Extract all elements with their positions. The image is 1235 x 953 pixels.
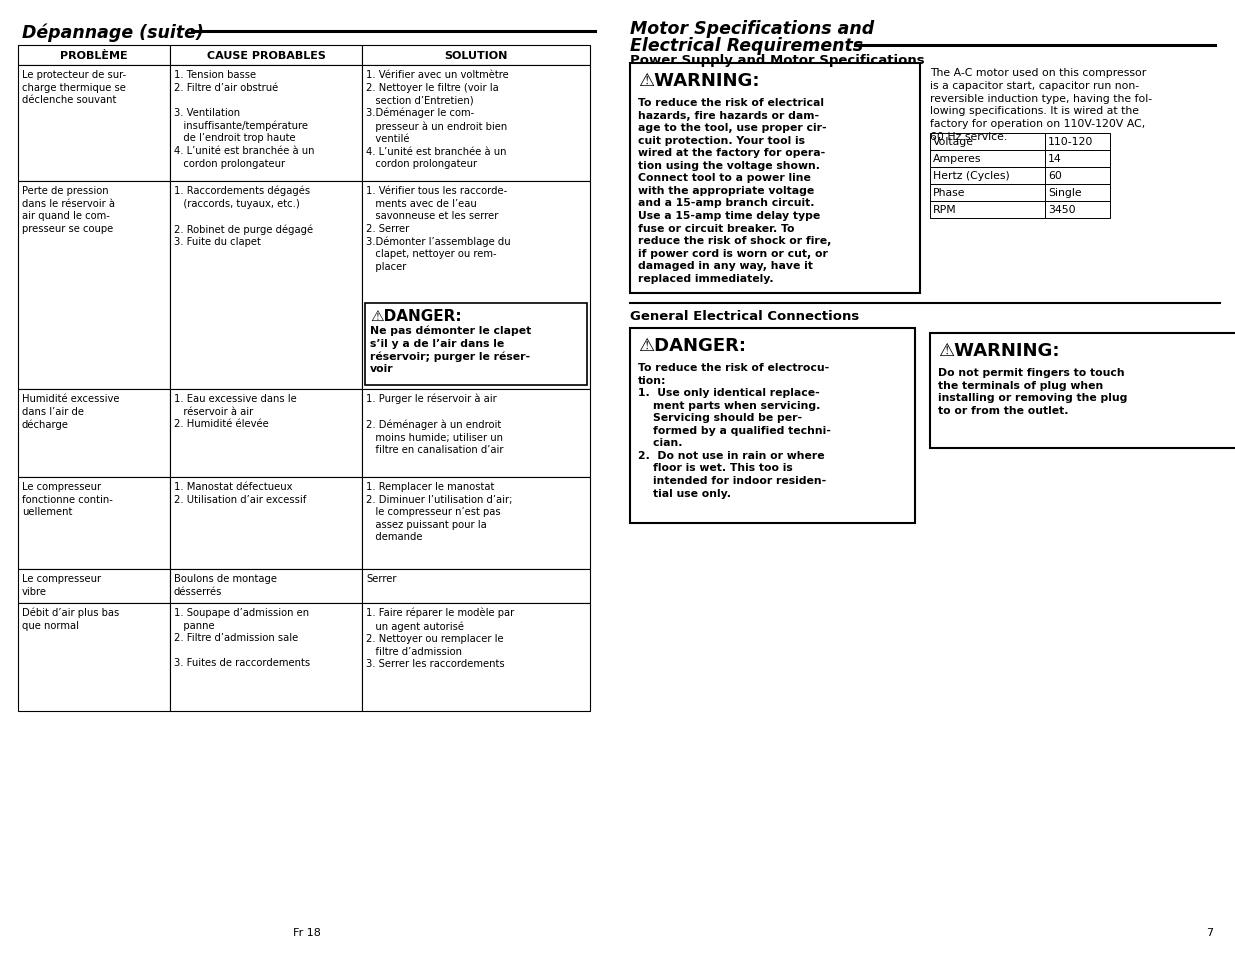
Bar <box>362 390 590 477</box>
Text: Hertz (Cycles): Hertz (Cycles) <box>932 171 1010 181</box>
Bar <box>1045 168 1110 185</box>
Text: 1. Vérifier avec un voltmètre
2. Nettoyer le filtre (voir la
   section d’Entret: 1. Vérifier avec un voltmètre 2. Nettoye… <box>366 70 509 169</box>
Text: Dépannage (suite): Dépannage (suite) <box>22 24 204 43</box>
Text: Le protecteur de sur-
charge thermique se
déclenche souvant: Le protecteur de sur- charge thermique s… <box>22 70 126 105</box>
Text: 1. Manostat défectueux
2. Utilisation d’air excessif: 1. Manostat défectueux 2. Utilisation d’… <box>174 481 306 504</box>
Text: Débit d’air plus bas
que normal: Débit d’air plus bas que normal <box>22 607 120 630</box>
Text: Electrical Requirements: Electrical Requirements <box>630 37 863 55</box>
Bar <box>1045 151 1110 168</box>
Text: To reduce the risk of electrocu-
tion:
1.  Use only identical replace-
    ment : To reduce the risk of electrocu- tion: 1… <box>638 363 831 498</box>
Bar <box>930 334 1235 449</box>
Text: Single: Single <box>1049 188 1082 198</box>
Bar <box>930 202 1045 219</box>
Text: Power Supply and Motor Specifications: Power Supply and Motor Specifications <box>630 54 925 67</box>
Text: 1. Vérifier tous les raccorde-
   ments avec de l’eau
   savonneuse et les serre: 1. Vérifier tous les raccorde- ments ave… <box>366 186 510 272</box>
Text: 1. Eau excessive dans le
   réservoir à air
2. Humidité élevée: 1. Eau excessive dans le réservoir à air… <box>174 394 296 429</box>
Bar <box>362 66 590 182</box>
Text: Perte de pression
dans le réservoir à
air quand le com-
presseur se coupe: Perte de pression dans le réservoir à ai… <box>22 186 115 233</box>
Text: Ne pas démonter le clapet
s’il y a de l’air dans le
réservoir; purger le réser-
: Ne pas démonter le clapet s’il y a de l’… <box>370 326 531 374</box>
Text: Voltage: Voltage <box>932 137 974 147</box>
Bar <box>170 66 362 182</box>
Bar <box>930 133 1045 151</box>
Bar <box>930 151 1045 168</box>
Bar <box>366 304 587 386</box>
Bar <box>630 329 915 523</box>
Text: ⚠WARNING:: ⚠WARNING: <box>638 71 760 90</box>
Text: SOLUTION: SOLUTION <box>445 51 508 61</box>
Bar <box>362 182 590 390</box>
Bar <box>362 477 590 569</box>
Text: Serrer: Serrer <box>366 574 396 583</box>
Text: 1. Raccordements dégagés
   (raccords, tuyaux, etc.)

2. Robinet de purge dégagé: 1. Raccordements dégagés (raccords, tuya… <box>174 186 314 247</box>
Text: To reduce the risk of electrical
hazards, fire hazards or dam-
age to the tool, : To reduce the risk of electrical hazards… <box>638 98 831 284</box>
Text: The A-C motor used on this compressor
is a capacitor start, capacitor run non-
r: The A-C motor used on this compressor is… <box>930 68 1152 142</box>
Text: ⚠DANGER:: ⚠DANGER: <box>370 309 462 324</box>
Text: 14: 14 <box>1049 153 1062 164</box>
Text: ⚠WARNING:: ⚠WARNING: <box>939 341 1060 359</box>
Bar <box>362 569 590 603</box>
Bar <box>630 64 920 294</box>
Text: ⚠DANGER:: ⚠DANGER: <box>638 336 746 355</box>
Bar <box>170 182 362 390</box>
Bar <box>19 477 170 569</box>
Bar <box>170 477 362 569</box>
Bar <box>362 603 590 711</box>
Text: 60: 60 <box>1049 171 1062 181</box>
Bar <box>1045 202 1110 219</box>
Text: Humidité excessive
dans l’air de
décharge: Humidité excessive dans l’air de décharg… <box>22 394 120 430</box>
Bar <box>362 46 590 66</box>
Bar <box>19 46 170 66</box>
Text: Boulons de montage
désserrés: Boulons de montage désserrés <box>174 574 277 596</box>
Bar <box>19 66 170 182</box>
Text: General Electrical Connections: General Electrical Connections <box>630 310 860 323</box>
Bar <box>170 46 362 66</box>
Text: Le compresseur
fonctionne contin-
uellement: Le compresseur fonctionne contin- uellem… <box>22 481 112 517</box>
Text: Fr 18: Fr 18 <box>293 927 321 937</box>
Text: Phase: Phase <box>932 188 966 198</box>
Text: RPM: RPM <box>932 205 957 214</box>
Bar <box>170 390 362 477</box>
Text: PROBLÈME: PROBLÈME <box>61 51 127 61</box>
Text: Do not permit fingers to touch
the terminals of plug when
installing or removing: Do not permit fingers to touch the termi… <box>939 368 1128 416</box>
Bar <box>1045 133 1110 151</box>
Text: 1. Tension basse
2. Filtre d’air obstrué

3. Ventilation
   insuffisante/tempéra: 1. Tension basse 2. Filtre d’air obstrué… <box>174 70 315 169</box>
Bar <box>1045 185 1110 202</box>
Text: 1. Purger le réservoir à air

2. Déménager à un endroit
   moins humide; utilise: 1. Purger le réservoir à air 2. Déménage… <box>366 394 504 455</box>
Bar <box>19 390 170 477</box>
Bar <box>19 182 170 390</box>
Bar <box>930 168 1045 185</box>
Text: Motor Specifications and: Motor Specifications and <box>630 20 874 38</box>
Text: CAUSE PROBABLES: CAUSE PROBABLES <box>206 51 326 61</box>
Text: 1. Faire réparer le modèle par
   un agent autorisé
2. Nettoyer ou remplacer le
: 1. Faire réparer le modèle par un agent … <box>366 607 514 669</box>
Text: 110-120: 110-120 <box>1049 137 1093 147</box>
Bar <box>170 569 362 603</box>
Bar <box>930 185 1045 202</box>
Text: Le compresseur
vibre: Le compresseur vibre <box>22 574 101 596</box>
Text: 7: 7 <box>1207 927 1214 937</box>
Text: Amperes: Amperes <box>932 153 982 164</box>
Bar <box>19 569 170 603</box>
Text: 1. Soupape d’admission en
   panne
2. Filtre d’admission sale

3. Fuites de racc: 1. Soupape d’admission en panne 2. Filtr… <box>174 607 310 667</box>
Text: 3450: 3450 <box>1049 205 1076 214</box>
Bar <box>19 603 170 711</box>
Bar <box>170 603 362 711</box>
Text: 1. Remplacer le manostat
2. Diminuer l’utilisation d’air;
   le compresseur n’es: 1. Remplacer le manostat 2. Diminuer l’u… <box>366 481 513 541</box>
